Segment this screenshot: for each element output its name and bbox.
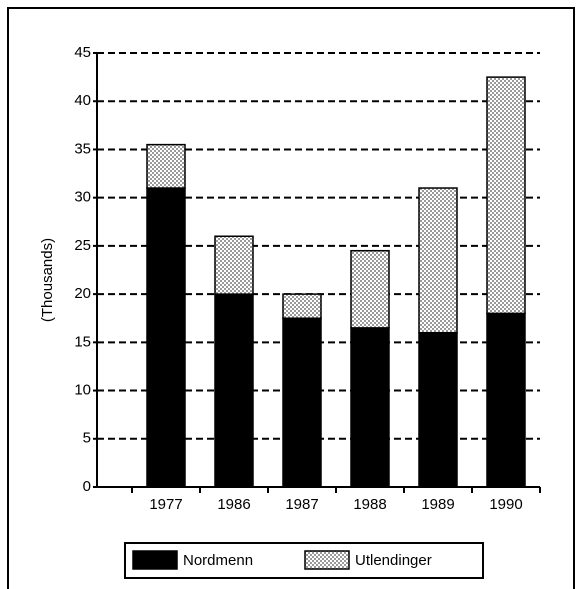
- x-tick-label: 1990: [489, 496, 522, 513]
- bar-segment: [214, 235, 254, 295]
- y-tick-label: 45: [74, 44, 91, 61]
- y-axis-label: (Thousands): [39, 238, 56, 322]
- y-tick-label: 0: [83, 478, 91, 495]
- y-tick-label: 35: [74, 140, 91, 157]
- y-tick-label: 30: [74, 189, 91, 206]
- bar-segment: [146, 187, 186, 488]
- x-tick-label: 1977: [149, 496, 182, 513]
- bar-segment: [418, 331, 458, 488]
- bar-segment: [282, 317, 322, 488]
- legend-swatch: [132, 550, 178, 570]
- legend-label: Utlendinger: [355, 552, 432, 569]
- bar-segment: [486, 76, 526, 315]
- y-tick-label: 5: [83, 430, 91, 447]
- x-tick-label: 1987: [285, 496, 318, 513]
- x-tick-label: 1989: [421, 496, 454, 513]
- frame: [7, 7, 575, 589]
- y-tick-label: 20: [74, 285, 91, 302]
- legend-swatch: [304, 550, 350, 570]
- legend-label: Nordmenn: [183, 552, 253, 569]
- y-tick-label: 10: [74, 382, 91, 399]
- y-tick-label: 40: [74, 92, 91, 109]
- bar-segment: [282, 293, 322, 319]
- bar-segment: [418, 187, 458, 334]
- bar-segment: [486, 312, 526, 488]
- y-tick-label: 15: [74, 333, 91, 350]
- bar-segment: [146, 143, 186, 189]
- x-tick-label: 1988: [353, 496, 386, 513]
- legend-box: [124, 542, 484, 579]
- x-tick-label: 1986: [217, 496, 250, 513]
- bar-segment: [350, 327, 390, 488]
- bar-segment: [350, 249, 390, 329]
- y-tick-label: 25: [74, 237, 91, 254]
- bar-segment: [214, 293, 254, 488]
